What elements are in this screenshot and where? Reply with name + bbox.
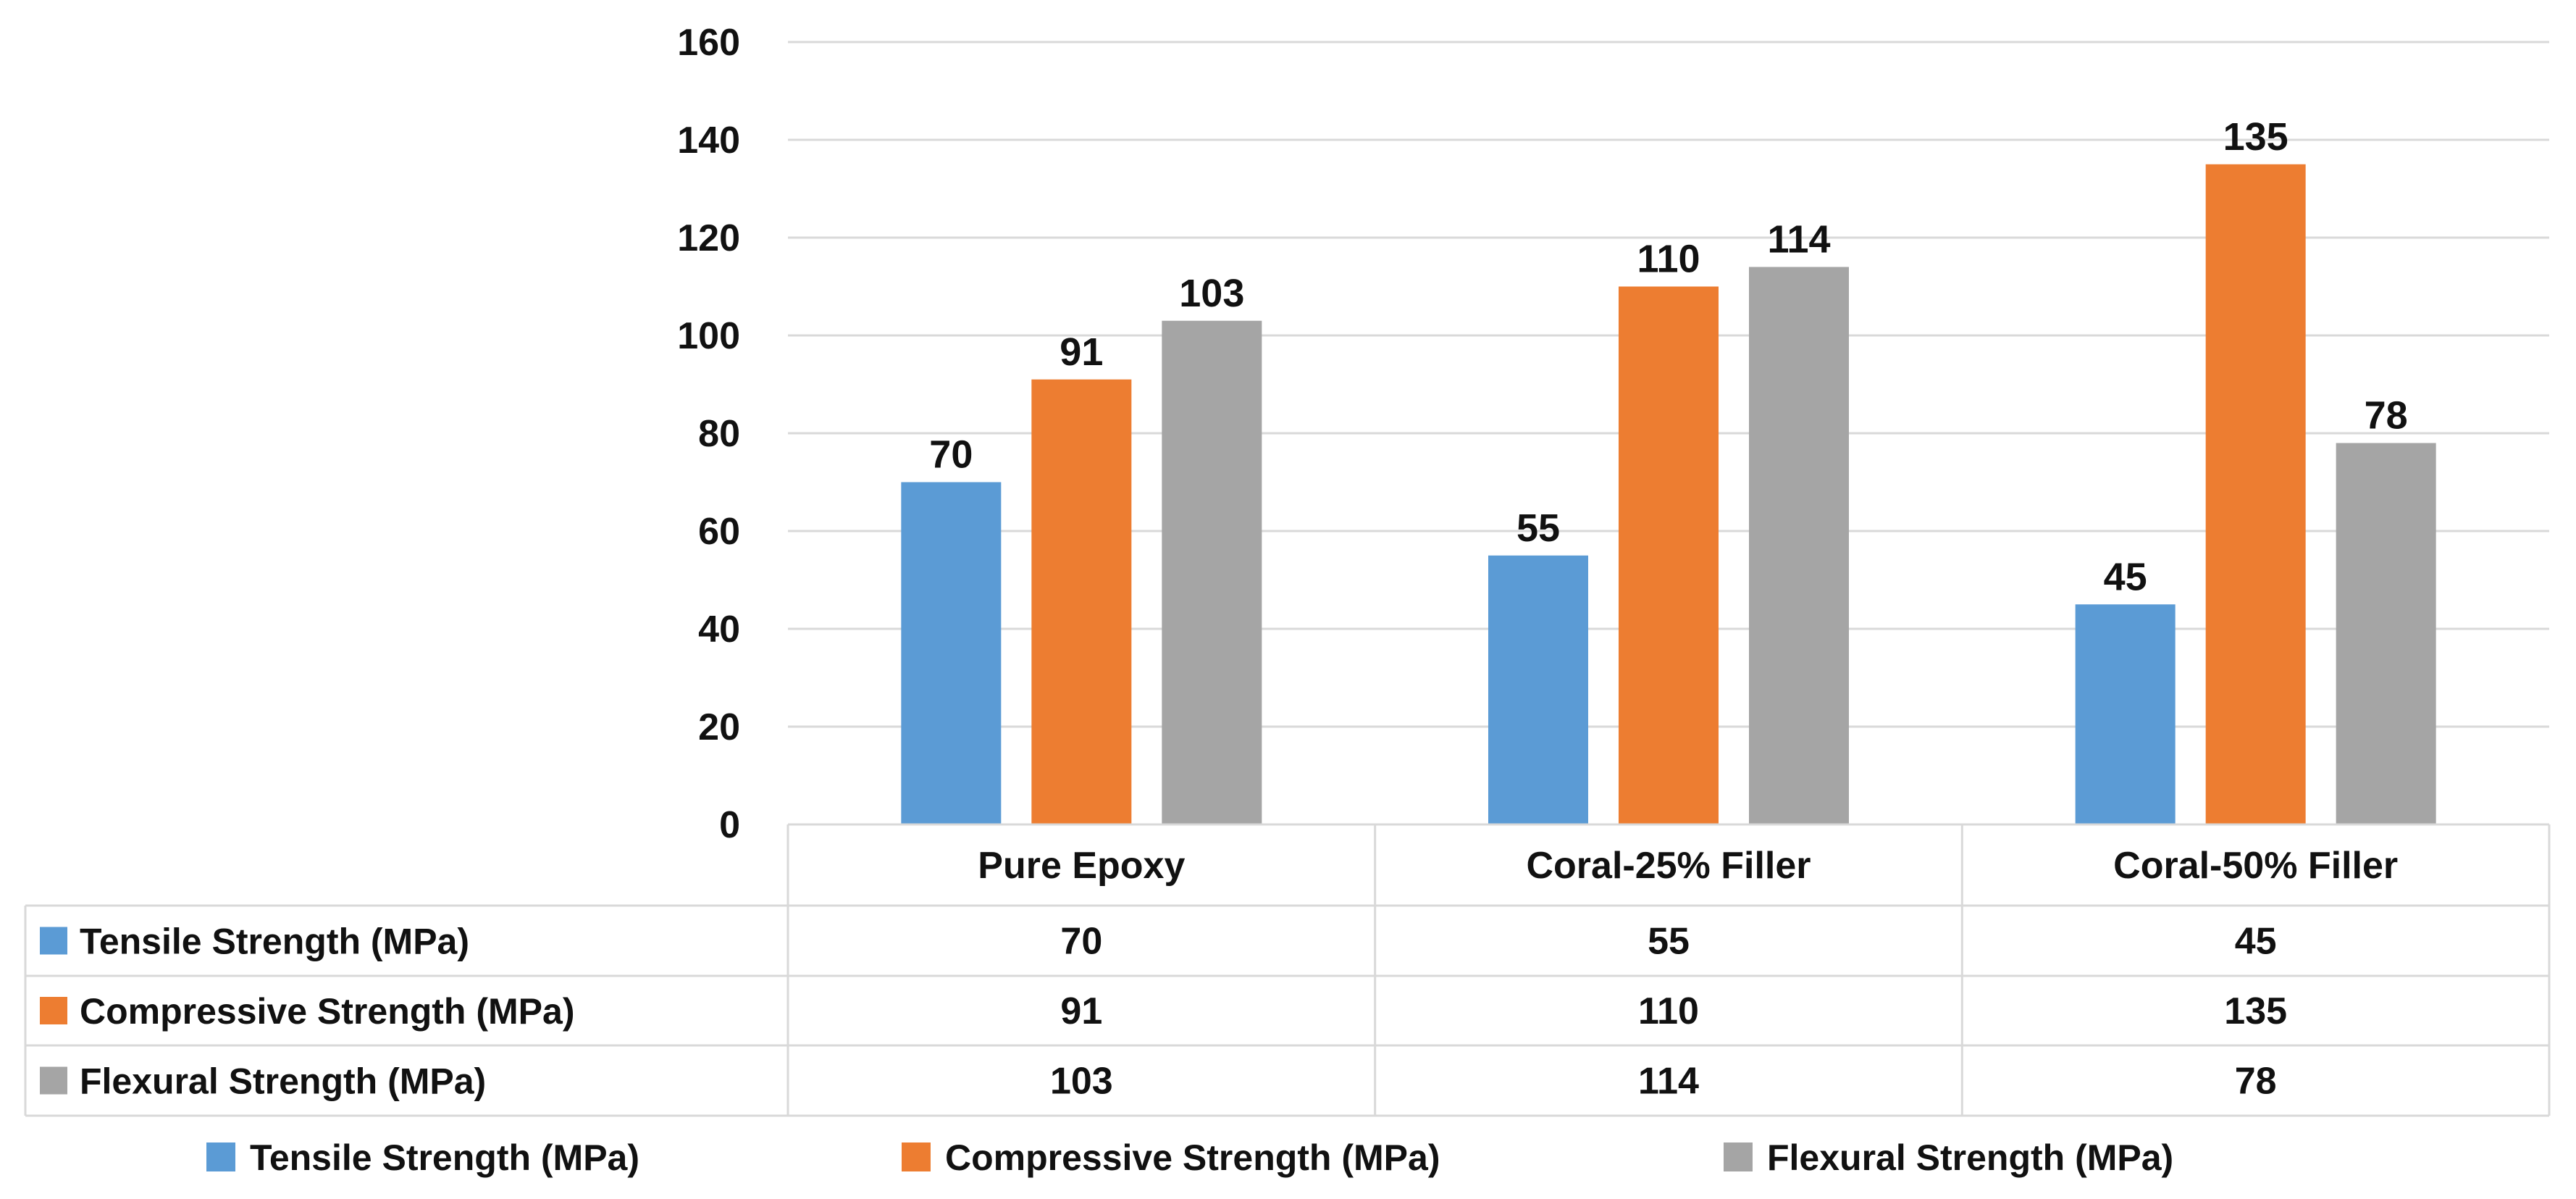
table-cell: 70 xyxy=(1060,921,1102,963)
data-label: 91 xyxy=(1060,330,1103,374)
data-label: 70 xyxy=(929,433,973,477)
category-label: Pure Epoxy xyxy=(978,845,1185,887)
bar xyxy=(901,482,1002,824)
bar xyxy=(1749,267,1849,824)
data-table: Pure Epoxy Coral-25% Filler Coral-50% Fill… xyxy=(24,823,2551,1117)
legend-swatch xyxy=(206,1142,235,1171)
data-label: 114 xyxy=(1767,218,1830,262)
legend: Tensile Strength (MPa) Compressive Streng… xyxy=(206,1137,2173,1178)
y-tick-label: 40 xyxy=(698,609,740,651)
y-axis: 0 20 40 60 80 100 120 140 160 xyxy=(677,22,740,846)
y-tick-label: 140 xyxy=(677,120,740,162)
y-tick-label: 60 xyxy=(698,511,740,553)
table-legend-key xyxy=(40,1066,67,1095)
y-tick-label: 20 xyxy=(698,706,740,748)
data-label: 78 xyxy=(2365,394,2408,438)
y-tick-label: 160 xyxy=(677,22,740,64)
data-label: 110 xyxy=(1637,238,1700,281)
bar xyxy=(2336,443,2436,824)
table-series-label: Flexural Strength (MPa) xyxy=(80,1061,486,1102)
y-tick-label: 80 xyxy=(698,413,740,455)
table-cell: 103 xyxy=(1050,1061,1113,1103)
table-cell: 45 xyxy=(2235,921,2277,963)
category-label: Coral-50% Filler xyxy=(2113,845,2398,887)
table-legend-key xyxy=(40,927,67,955)
table-legend-key xyxy=(40,997,67,1024)
bars: 70 91 103 55 110 114 45 135 78 xyxy=(901,115,2436,824)
legend-swatch xyxy=(902,1142,931,1171)
table-cell: 110 xyxy=(1638,990,1699,1032)
table-cell: 78 xyxy=(2235,1061,2277,1103)
data-label: 55 xyxy=(1516,506,1560,550)
data-label: 103 xyxy=(1179,272,1244,315)
bar xyxy=(1162,320,1262,824)
data-label: 135 xyxy=(2223,115,2288,159)
category-label: Coral-25% Filler xyxy=(1526,845,1811,887)
bar xyxy=(1488,555,1588,824)
y-tick-label: 120 xyxy=(677,217,740,259)
table-series-label: Compressive Strength (MPa) xyxy=(80,991,574,1032)
bar xyxy=(2075,604,2176,824)
y-tick-label: 100 xyxy=(677,315,740,357)
table-cell: 55 xyxy=(1648,921,1690,963)
legend-label: Flexural Strength (MPa) xyxy=(1767,1137,2173,1178)
table-cell: 91 xyxy=(1060,990,1102,1032)
legend-label: Tensile Strength (MPa) xyxy=(250,1137,639,1178)
table-cell: 135 xyxy=(2224,990,2287,1032)
legend-swatch xyxy=(1724,1142,1753,1171)
data-label: 45 xyxy=(2104,555,2147,598)
bar xyxy=(1031,379,1132,824)
table-cell: 114 xyxy=(1638,1061,1699,1103)
bar xyxy=(1619,286,1719,824)
table-series-label: Tensile Strength (MPa) xyxy=(80,922,469,962)
y-tick-label: 0 xyxy=(719,804,740,846)
legend-label: Compressive Strength (MPa) xyxy=(945,1137,1440,1178)
bar xyxy=(2205,164,2306,824)
